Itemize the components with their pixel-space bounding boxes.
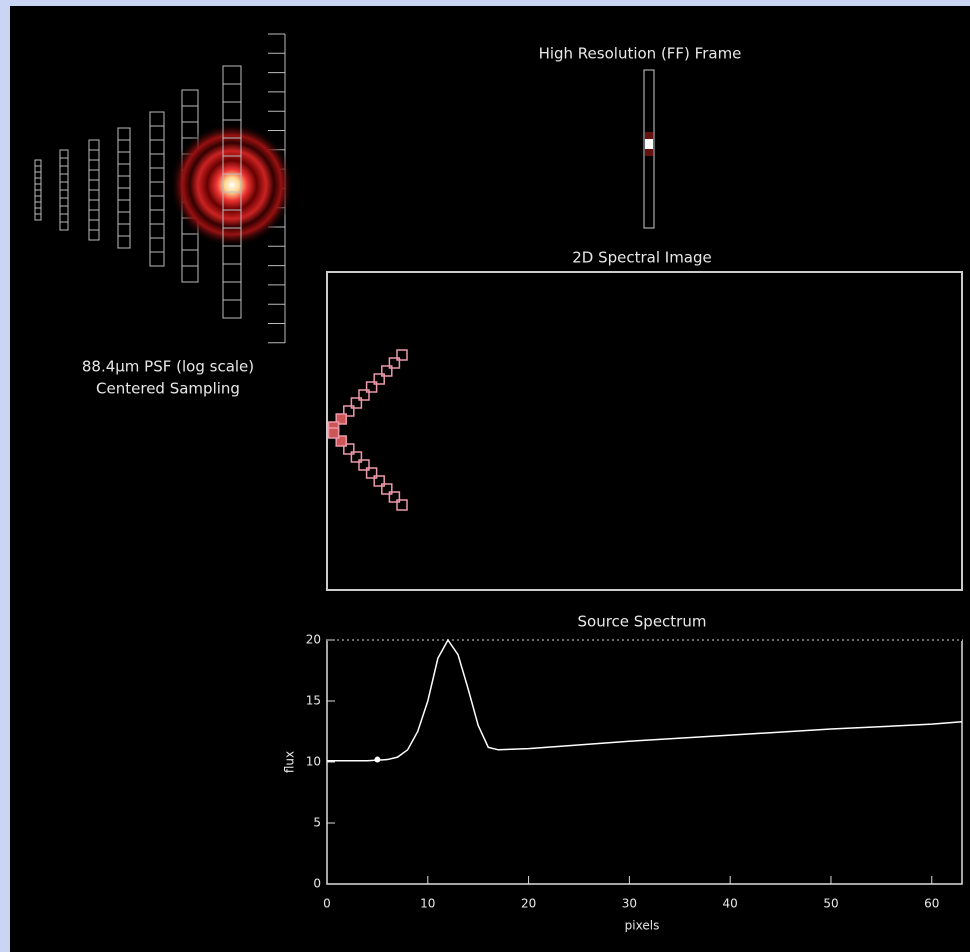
y-tick-label: 0 (313, 877, 321, 891)
y-tick-label: 5 (313, 816, 321, 830)
x-tick-label: 50 (823, 897, 838, 911)
panel-title: 2D Spectral Image (572, 249, 712, 267)
x-axis-label: pixels (625, 919, 660, 933)
x-tick-label: 10 (420, 897, 435, 911)
x-tick-label: 0 (323, 897, 331, 911)
high-res-peak (645, 139, 653, 149)
chart-title: Source Spectrum (578, 613, 707, 631)
y-tick-label: 10 (306, 755, 321, 769)
page: {"panels": {"psf_label": ["88.4\u03bcm P… (0, 0, 970, 952)
trace-pixel (329, 428, 339, 438)
panel-title: High Resolution (FF) Frame (539, 45, 742, 63)
psf-label: 88.4μm PSF (log scale) (82, 358, 254, 376)
background (10, 6, 970, 952)
position-marker (374, 757, 380, 763)
psf-label: Centered Sampling (96, 380, 240, 398)
x-tick-label: 60 (924, 897, 939, 911)
figure: 88.4μm PSF (log scale) Centered Sampling… (0, 0, 970, 952)
x-tick-label: 20 (521, 897, 536, 911)
x-tick-label: 30 (622, 897, 637, 911)
y-tick-label: 15 (306, 694, 321, 708)
x-tick-label: 40 (723, 897, 738, 911)
y-axis-label: flux (283, 751, 297, 773)
y-tick-label: 20 (306, 633, 321, 647)
